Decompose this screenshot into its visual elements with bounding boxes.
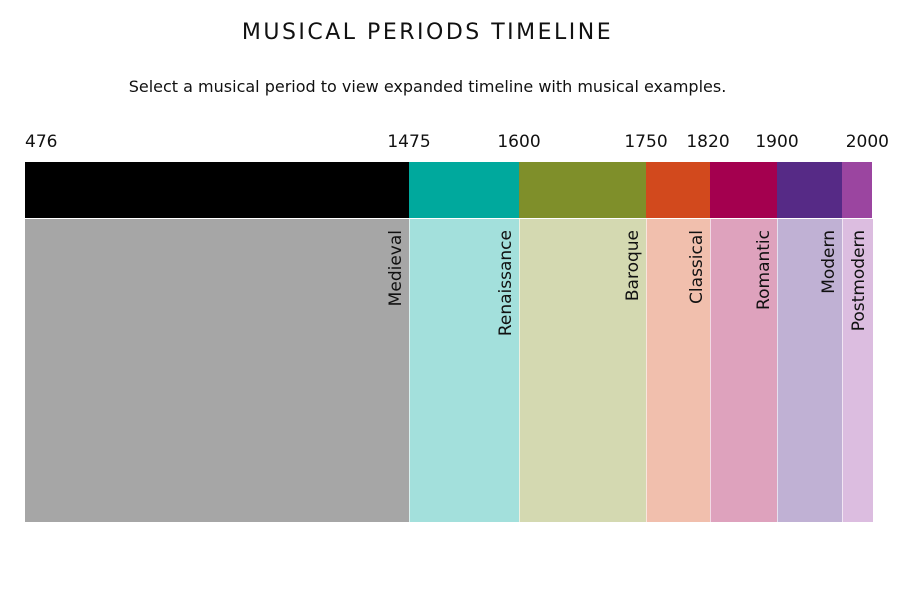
period-postmodern[interactable]: Postmodern — [842, 162, 873, 522]
instruction-text: Select a musical period to view expanded… — [128, 77, 727, 96]
page-title: MUSICAL PERIODS TIMELINE — [241, 20, 614, 45]
year-label-1900: 1900 — [755, 132, 799, 152]
period-bar — [842, 162, 872, 218]
period-label-modern: Modern — [819, 230, 839, 294]
period-modern[interactable]: Modern — [777, 162, 843, 522]
period-bar — [25, 162, 409, 218]
period-timeline: Medieval Renaissance Baroque Classical R… — [25, 162, 873, 522]
period-bar — [646, 162, 710, 218]
year-label-1475: 1475 — [387, 132, 431, 152]
period-classical[interactable]: Classical — [646, 162, 711, 522]
period-panel — [842, 219, 873, 522]
period-bar — [777, 162, 842, 218]
period-label-romantic: Romantic — [754, 230, 774, 310]
period-panel — [409, 219, 520, 522]
period-panel — [519, 219, 647, 522]
period-panel — [710, 219, 778, 522]
year-label-1600: 1600 — [497, 132, 541, 152]
period-panel — [777, 219, 843, 522]
year-label-2000: 2000 — [845, 132, 889, 152]
year-label-1750: 1750 — [624, 132, 668, 152]
year-label-476: 476 — [25, 132, 58, 152]
period-bar — [409, 162, 519, 218]
period-baroque[interactable]: Baroque — [519, 162, 647, 522]
period-medieval[interactable]: Medieval — [25, 162, 409, 522]
period-panel — [646, 219, 711, 522]
period-label-medieval: Medieval — [386, 230, 406, 307]
period-label-renaissance: Renaissance — [496, 230, 516, 337]
period-label-classical: Classical — [687, 230, 707, 304]
period-bar — [519, 162, 646, 218]
period-label-baroque: Baroque — [623, 230, 643, 302]
period-romantic[interactable]: Romantic — [710, 162, 778, 522]
period-panel — [25, 219, 409, 522]
period-bar — [710, 162, 777, 218]
period-label-postmodern: Postmodern — [849, 230, 869, 332]
year-label-1820: 1820 — [686, 132, 730, 152]
period-renaissance[interactable]: Renaissance — [409, 162, 520, 522]
